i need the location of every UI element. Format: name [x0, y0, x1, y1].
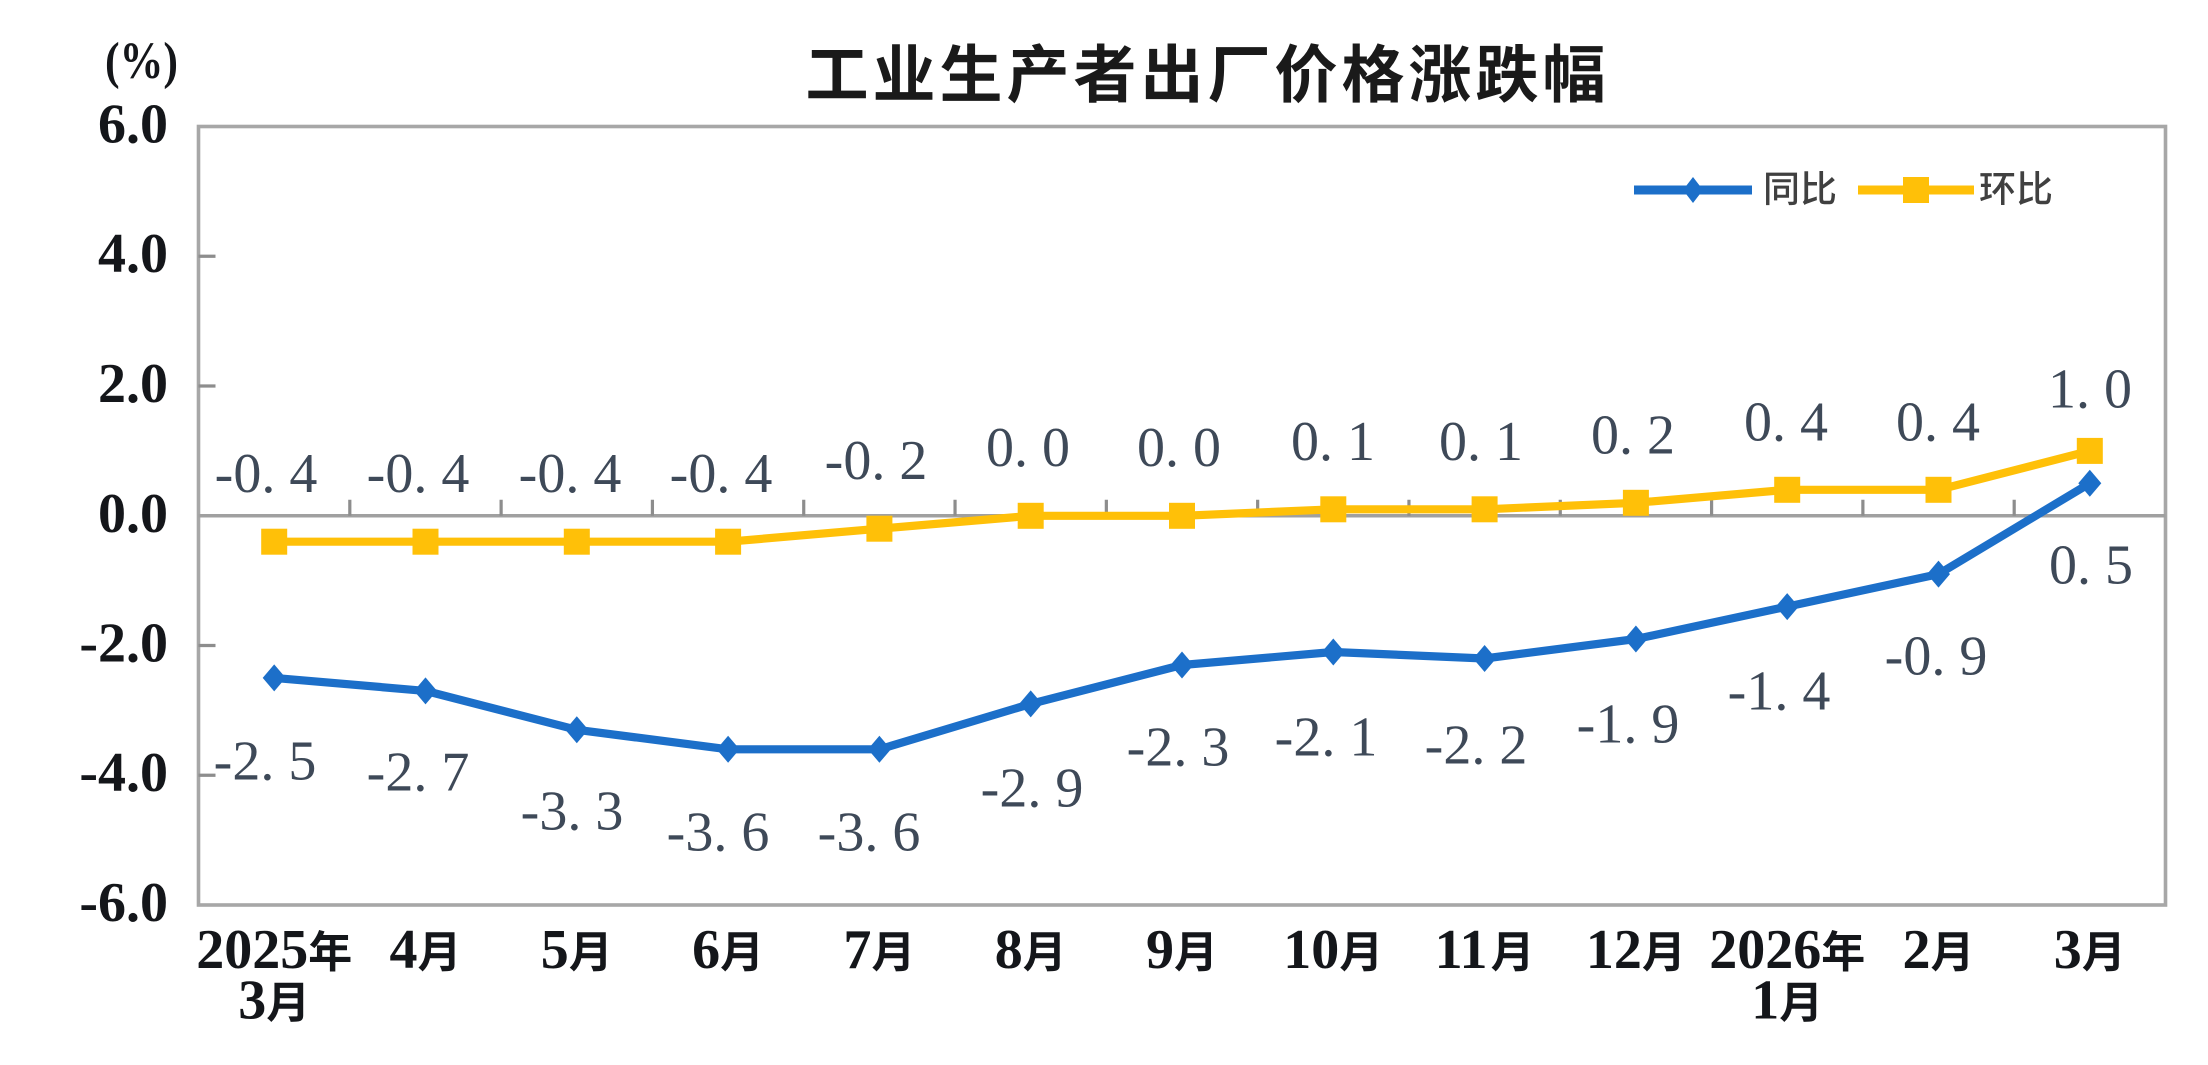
svg-text:-6.0: -6.0 [79, 872, 168, 934]
svg-text:-1. 4: -1. 4 [1728, 661, 1831, 723]
svg-text:-2.0: -2.0 [79, 613, 168, 675]
svg-text:-2. 7: -2. 7 [367, 742, 470, 804]
svg-text:5: 5 [541, 919, 569, 981]
svg-text:-0. 4: -0. 4 [215, 443, 318, 505]
svg-text:2.0: 2.0 [98, 353, 168, 415]
svg-text:8: 8 [995, 919, 1023, 981]
svg-text:2025: 2025 [196, 919, 308, 981]
svg-text:0. 4: 0. 4 [1744, 391, 1828, 453]
svg-text:7: 7 [843, 919, 871, 981]
svg-text:0. 5: 0. 5 [2049, 535, 2133, 597]
svg-text:1: 1 [1751, 970, 1779, 1032]
svg-text:1. 0: 1. 0 [2048, 358, 2132, 420]
svg-text:-3. 6: -3. 6 [667, 802, 770, 864]
svg-text:3: 3 [238, 970, 266, 1032]
svg-text:4.0: 4.0 [98, 223, 168, 285]
svg-text:0. 2: 0. 2 [1591, 404, 1675, 466]
svg-text:-2. 3: -2. 3 [1127, 717, 1230, 779]
svg-text:6: 6 [692, 919, 720, 981]
svg-text:-3. 6: -3. 6 [818, 802, 921, 864]
svg-text:-2. 2: -2. 2 [1425, 715, 1528, 777]
svg-text:-0. 4: -0. 4 [367, 443, 470, 505]
svg-text:-0. 2: -0. 2 [825, 430, 928, 492]
svg-text:0.0: 0.0 [98, 483, 168, 545]
svg-text:0. 0: 0. 0 [1137, 417, 1221, 479]
svg-text:-2. 1: -2. 1 [1275, 707, 1378, 769]
svg-text:0. 1: 0. 1 [1439, 411, 1523, 473]
svg-text:-0. 9: -0. 9 [1885, 626, 1988, 688]
svg-text:-0. 4: -0. 4 [519, 443, 622, 505]
svg-text:2026: 2026 [1709, 919, 1821, 981]
svg-text:11: 11 [1435, 919, 1488, 981]
svg-text:0. 0: 0. 0 [986, 417, 1070, 479]
svg-text:0. 4: 0. 4 [1896, 391, 1980, 453]
svg-text:9: 9 [1146, 919, 1174, 981]
svg-text:-4.0: -4.0 [79, 742, 168, 804]
svg-text:0. 1: 0. 1 [1291, 411, 1375, 473]
svg-text:4: 4 [390, 919, 418, 981]
svg-text:12: 12 [1586, 919, 1642, 981]
svg-text:-2. 9: -2. 9 [981, 758, 1084, 820]
svg-text:6.0: 6.0 [98, 94, 168, 156]
svg-text:(%): (%) [105, 33, 178, 90]
svg-text:3: 3 [2054, 919, 2082, 981]
svg-text:-0. 4: -0. 4 [670, 443, 773, 505]
svg-text:-3. 3: -3. 3 [521, 781, 624, 843]
svg-text:2: 2 [1903, 919, 1931, 981]
svg-text:-1. 9: -1. 9 [1577, 694, 1680, 756]
svg-text:-2. 5: -2. 5 [214, 731, 317, 793]
svg-text:10: 10 [1283, 919, 1339, 981]
